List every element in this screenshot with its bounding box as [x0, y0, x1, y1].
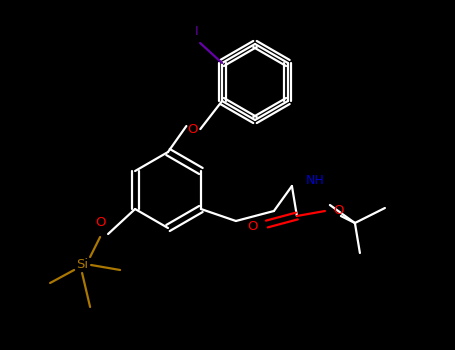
Text: O: O	[333, 203, 344, 217]
Text: O: O	[187, 122, 197, 135]
Text: O: O	[95, 217, 106, 230]
Text: Si: Si	[76, 259, 88, 272]
Text: O: O	[248, 220, 258, 233]
Text: NH: NH	[306, 175, 325, 188]
Text: I: I	[194, 25, 198, 38]
